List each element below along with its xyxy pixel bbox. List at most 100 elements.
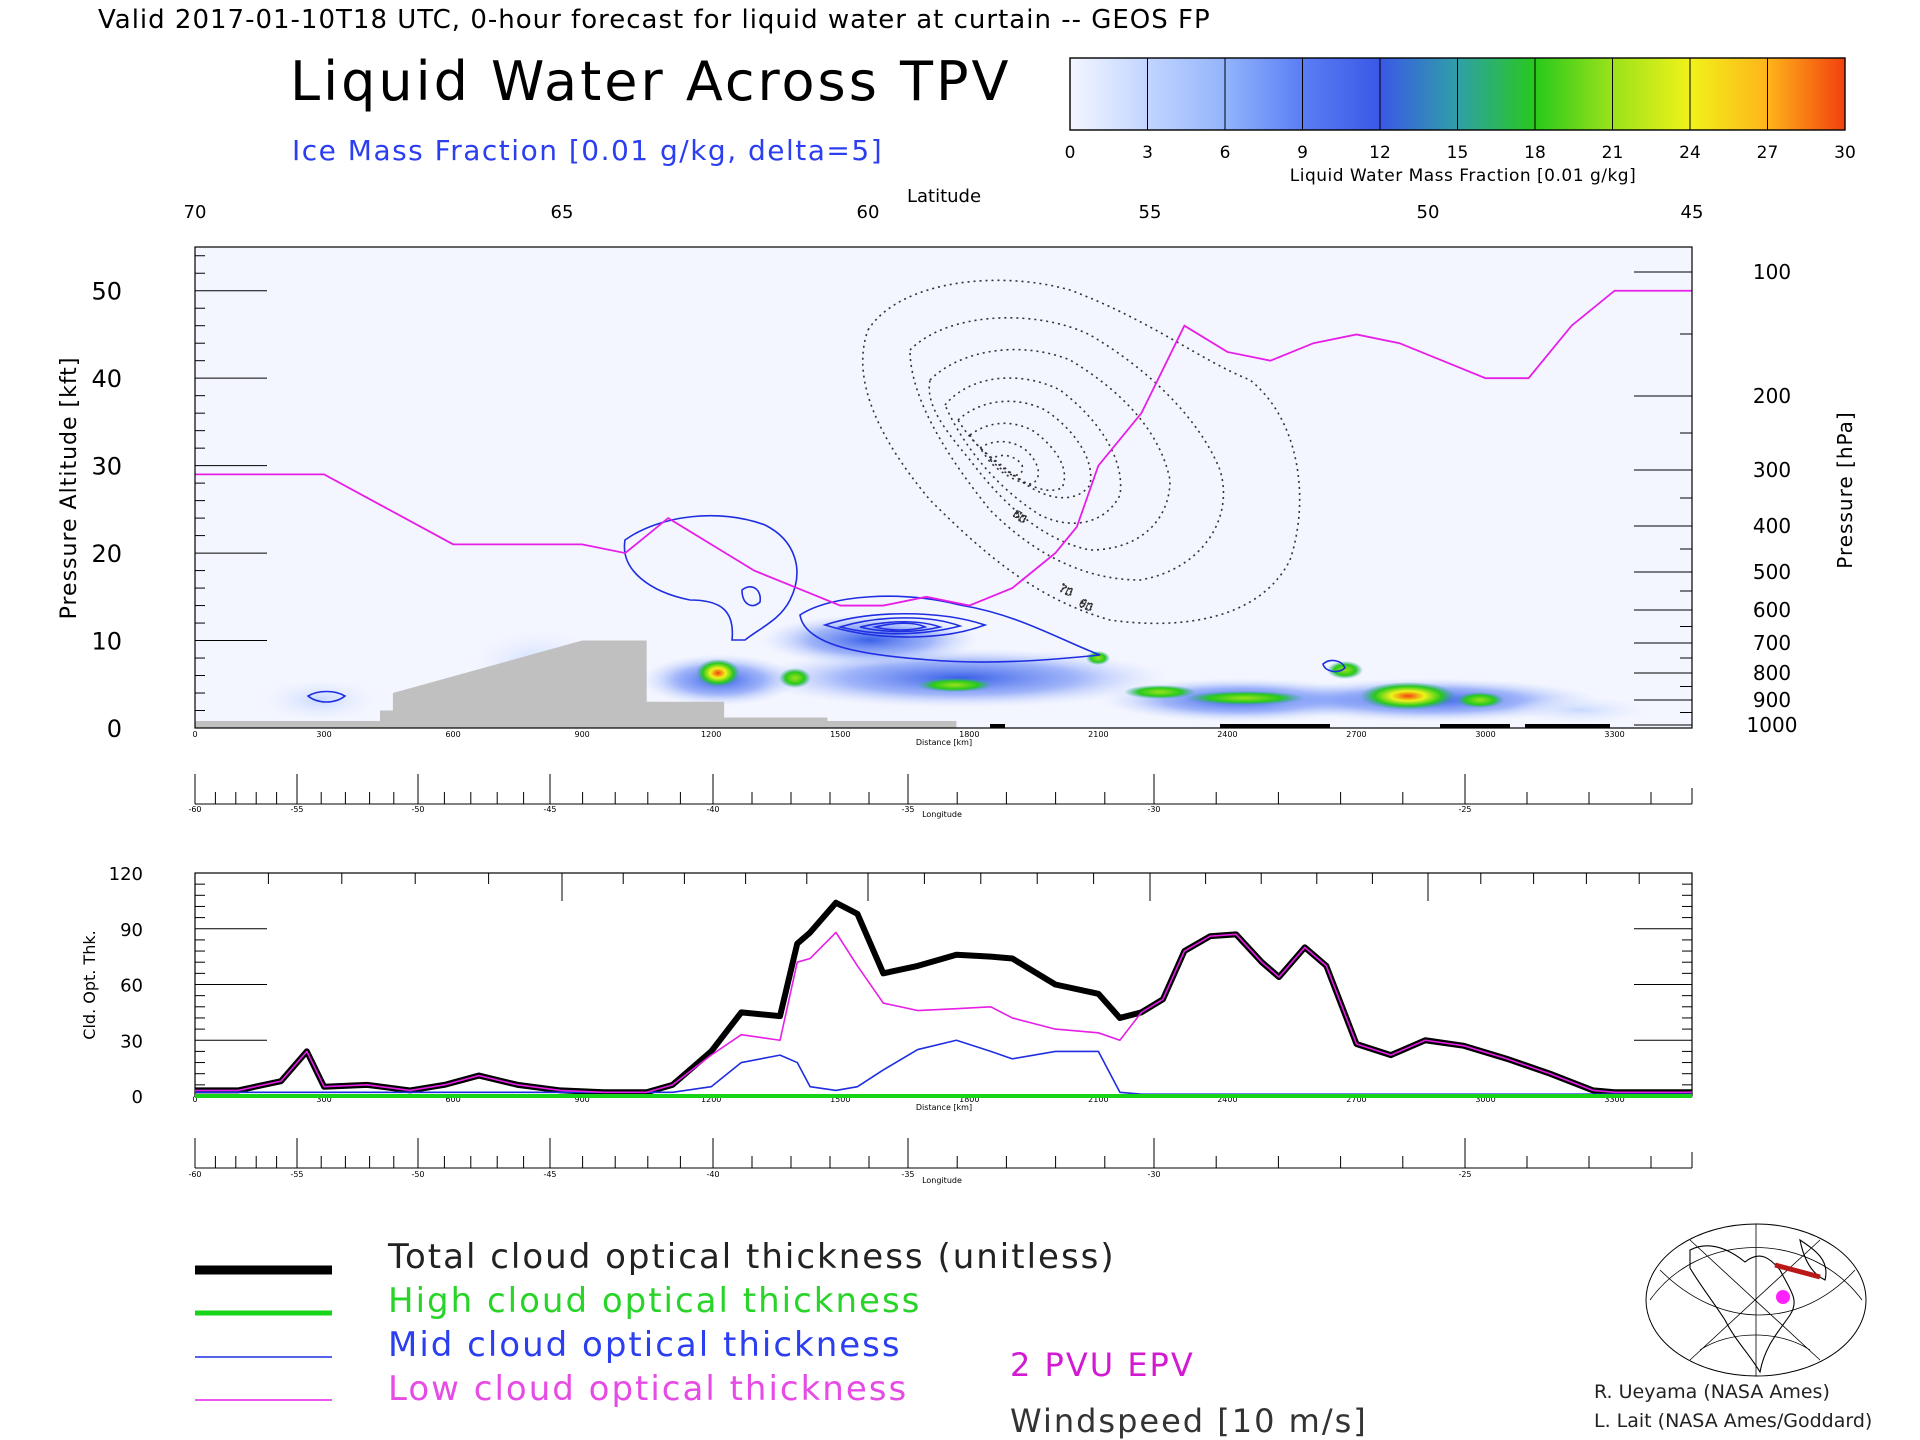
low-series [195,931,1692,1094]
ice-contour [859,620,943,633]
terrain-shape [195,640,957,728]
plot-title: Liquid Water Across TPV [290,50,1011,113]
colorbar-tick-label: 6 [1220,143,1231,163]
optical-series [195,899,1692,1098]
latitude-tick-label: 60 [857,202,880,223]
legend-low: Low cloud optical thickness [388,1369,908,1409]
longitude-label: Longitude [922,810,962,819]
latitude-tick-label: 65 [551,202,574,223]
latitude-tick-label: 55 [1139,202,1162,223]
colorbar-segment [1534,57,1613,131]
colorbar-segment [1302,57,1381,131]
right-axis-label: Pressure [hPa] [1833,411,1857,568]
ice-contour [1322,659,1346,673]
colorbar-segment [1069,57,1148,131]
distance-label: Distance [km] [916,738,972,747]
liquid-core [696,659,740,687]
ice-contour [836,617,963,635]
legend-high: High cloud optical thickness [388,1281,921,1321]
pressure-tick-label: 900 [1753,688,1791,712]
ice-contour [799,595,1101,663]
distance-tick-label: 2100 [1088,730,1108,739]
ice-contour [306,690,347,703]
ice-contour [623,514,798,641]
distance-tick-label: 3000 [1475,730,1495,739]
optical-distance-label: Distance [km] [916,1103,972,1112]
windspeed-contour [988,454,1024,476]
windspeed-contour [944,377,1122,524]
ice-contour [822,613,988,638]
longitude-tick-label: -40 [706,1170,719,1179]
longitude-label-2: Longitude [922,1176,962,1185]
longitude-tick-label: -60 [188,1170,201,1179]
latitude-label: Latitude [907,186,981,207]
distance-tick-label: 2700 [1346,730,1366,739]
optical-distance-tick-label: 600 [445,1095,460,1104]
distance-tick-label: 1200 [701,730,721,739]
distance-tick-label: 1800 [959,730,979,739]
windspeed-contour [928,348,1171,551]
altitude-tick-label: 50 [91,278,122,306]
longitude-axis-top: -60 -55 -50 -45 -40 -35 -30 -25 [188,774,1693,814]
longitude-tick-label: -25 [1458,1170,1471,1179]
pressure-tick-label: 1000 [1747,713,1798,737]
legend-total: Total cloud optical thickness (unitless) [387,1237,1116,1277]
colorbar-tick-label: 15 [1447,143,1469,163]
liquid-core [1327,661,1363,679]
latitude-tick-label: 45 [1681,202,1704,223]
colorbar-tick-label: 18 [1524,143,1546,163]
epv-line [195,289,1692,607]
location-marker [1776,1290,1790,1304]
distance-tick-label: 900 [575,730,590,739]
colorbar-tick-label: 27 [1757,143,1779,163]
liquid-core [917,678,993,692]
ice-contours [306,514,1346,703]
colorbar-segment [1612,57,1691,131]
liquid-core [1124,685,1196,699]
colorbar-segment [1457,57,1536,131]
legend-epv: 2 PVU EPV [1010,1346,1195,1384]
optical-frame [194,872,1693,1097]
longitude-tick-label: -50 [411,805,424,814]
map-graticule [1649,1224,1863,1376]
epv-layer [195,289,1692,607]
optical-tick-label: 30 [120,1031,143,1052]
distance-tick-label: 1500 [830,730,850,739]
altitude-tick-label: 0 [107,715,122,743]
optical-distance-tick-label: 3300 [1604,1095,1624,1104]
optical-distance-tick-label: 2700 [1346,1095,1366,1104]
windspeed-contour [909,317,1225,581]
longitude-tick-label: -40 [706,805,719,814]
pressure-tick-label: 400 [1753,514,1791,538]
colorbar-tick-label: 12 [1369,143,1391,163]
colorbar-tick-label: 0 [1065,143,1076,163]
optical-distance-tick-label: 2400 [1217,1095,1237,1104]
distance-tick-label: 300 [316,730,331,739]
optical-distance-tick-label: 0 [192,1095,197,1104]
legend: Total cloud optical thickness (unitless)… [195,1237,1366,1440]
windspeed-contour [861,279,1301,625]
pressure-tick-label: 700 [1753,631,1791,655]
ice-contour [874,622,928,631]
distance-tick-label: 0 [192,730,197,739]
liquid-core [779,668,811,688]
distance-tick-label: 3300 [1604,730,1624,739]
colorbar-segment [1147,57,1226,131]
distance-tick-label: 600 [445,730,460,739]
left-axis-label: Pressure Altitude [kft] [57,357,82,620]
optical-distance-tick-label: 3000 [1475,1095,1495,1104]
optical-tick-label: 0 [132,1087,143,1108]
longitude-axis-bottom: -60 -55 -50 -45 -40 -35 -30 -25 [188,1138,1693,1179]
optical-y-label: Cld. Opt. Thk. [80,930,99,1039]
optical-distance-tick-label: 1200 [701,1095,721,1104]
colorbar: 0 3 6 9 12 15 18 21 24 27 30 [1065,57,1856,163]
pressure-tick-label: 600 [1753,598,1791,622]
optical-distance-tick-label: 2100 [1088,1095,1108,1104]
credit-line-1: R. Ueyama (NASA Ames) [1594,1381,1830,1403]
optical-tick-label: 60 [120,976,143,997]
altitude-tick-label: 40 [91,365,122,393]
longitude-tick-label: -45 [543,805,556,814]
legend-mid: Mid cloud optical thickness [388,1325,902,1365]
